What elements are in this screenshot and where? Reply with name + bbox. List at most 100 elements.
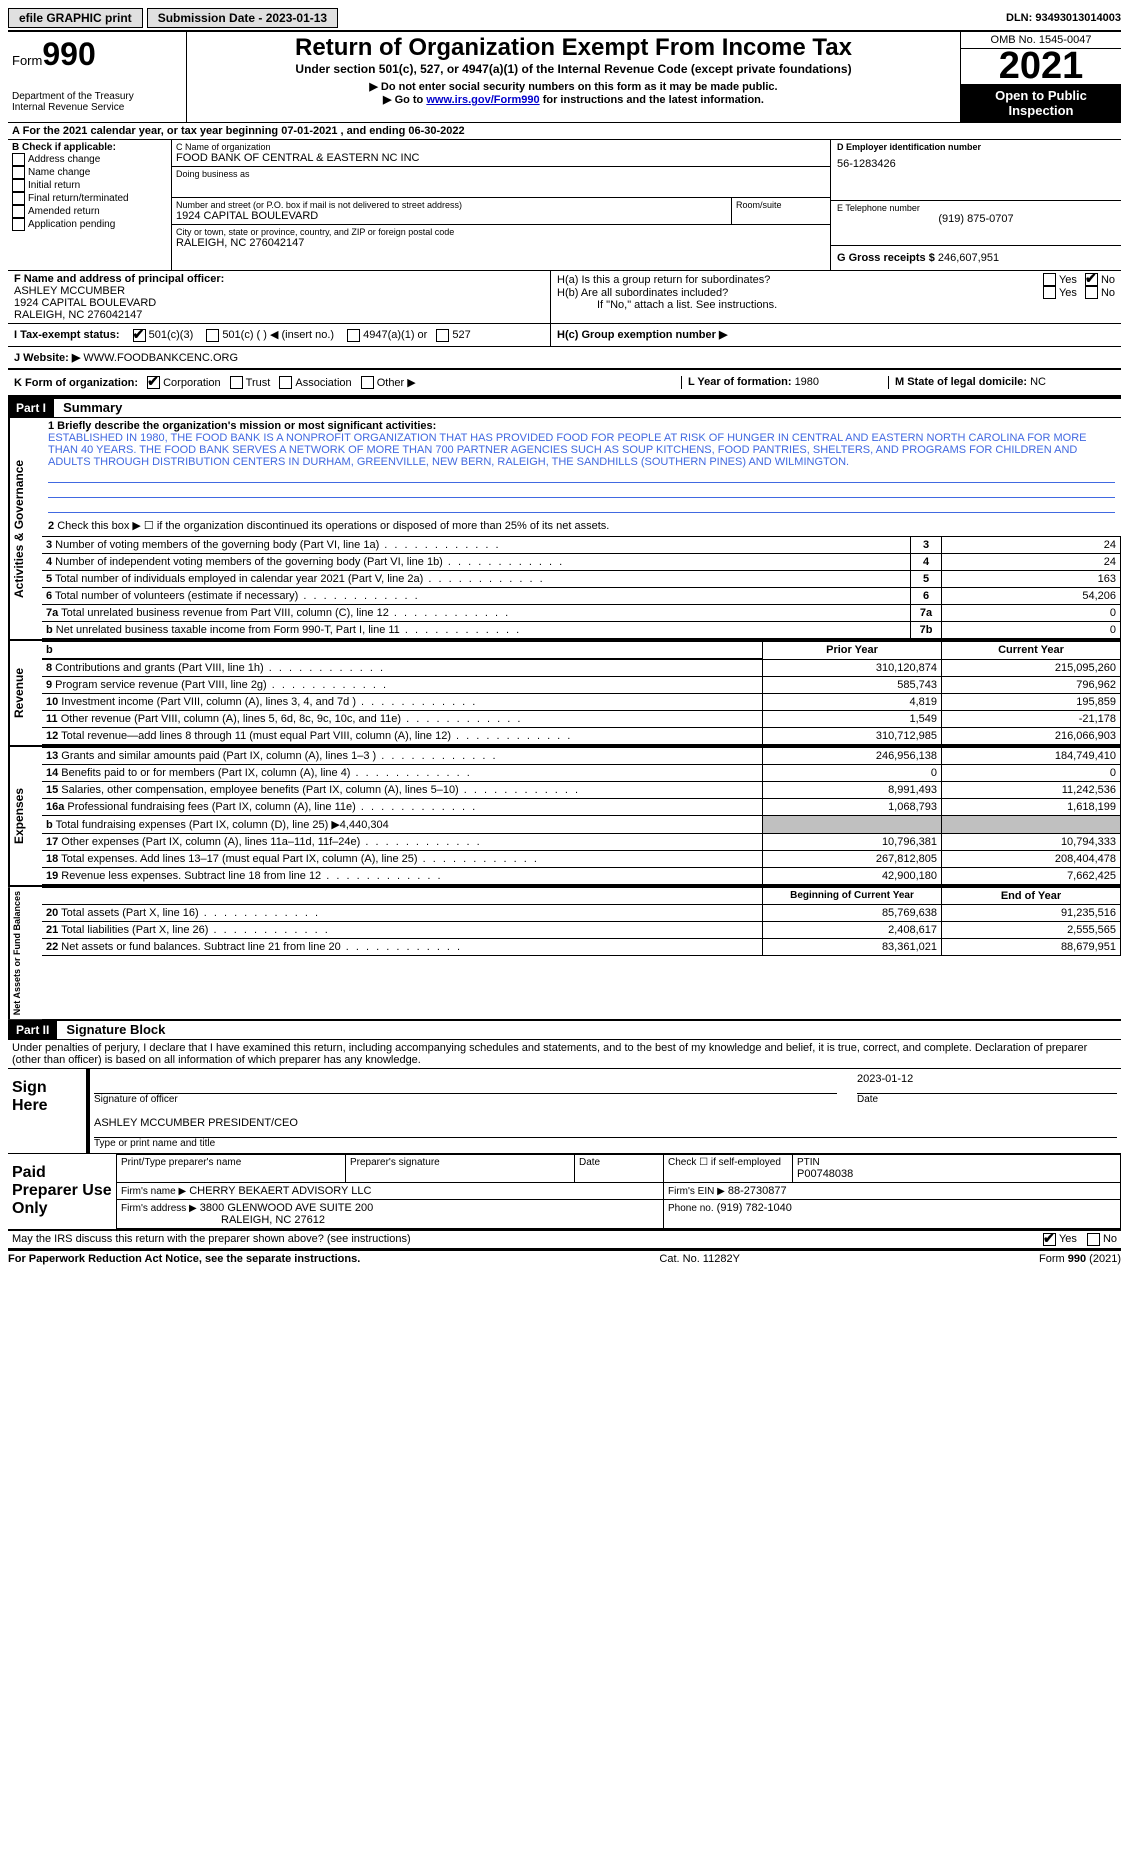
discuss-text: May the IRS discuss this return with the… <box>12 1233 1043 1246</box>
discuss-no-box[interactable] <box>1087 1233 1100 1246</box>
goto-post: for instructions and the latest informat… <box>540 94 764 106</box>
opt-corp: Corporation <box>163 377 220 389</box>
type-name-label: Type or print name and title <box>94 1138 1117 1149</box>
officer-group-block: F Name and address of principal officer:… <box>8 271 1121 324</box>
ha-no-box[interactable] <box>1085 273 1098 286</box>
hc-label: H(c) Group exemption number ▶ <box>557 329 727 341</box>
org-city: RALEIGH, NC 276042147 <box>176 237 826 249</box>
footer-left: For Paperwork Reduction Act Notice, see … <box>8 1253 360 1265</box>
sig-date-value: 2023-01-12 <box>857 1073 1117 1094</box>
addr-label: Number and street (or P.O. box if mail i… <box>176 200 727 210</box>
top-bar: efile GRAPHIC print Submission Date - 20… <box>8 8 1121 28</box>
checkbox-pending[interactable] <box>12 218 25 231</box>
discuss-row: May the IRS discuss this return with the… <box>8 1231 1121 1250</box>
revenue-table: bPrior YearCurrent Year8 Contributions a… <box>42 641 1121 745</box>
officer-signature-line[interactable] <box>94 1073 837 1094</box>
opt-trust: Trust <box>246 377 271 389</box>
opt-pending: Application pending <box>28 219 115 230</box>
officer-addr1: 1924 CAPITAL BOULEVARD <box>14 297 544 309</box>
netassets-tab: Net Assets or Fund Balances <box>8 887 42 1019</box>
state-domicile: NC <box>1030 376 1046 388</box>
opt-name-change: Name change <box>28 167 90 178</box>
irs-link[interactable]: www.irs.gov/Form990 <box>426 94 539 106</box>
efile-button[interactable]: efile GRAPHIC print <box>8 8 143 28</box>
year-formation: 1980 <box>795 376 819 388</box>
firm-phone-label: Phone no. <box>668 1203 714 1214</box>
dept-treasury: Department of the Treasury <box>12 91 182 102</box>
sig-officer-label: Signature of officer <box>94 1094 837 1105</box>
phone-value: (919) 875-0707 <box>837 213 1115 225</box>
sign-here-label: Sign Here <box>8 1069 86 1153</box>
501c3-box[interactable] <box>133 329 146 342</box>
part1-label: Part I <box>8 399 54 417</box>
sign-here-block: Sign Here Signature of officer 2023-01-1… <box>8 1069 1121 1154</box>
declaration-text: Under penalties of perjury, I declare th… <box>8 1039 1121 1069</box>
firm-city: RALEIGH, NC 27612 <box>121 1214 659 1226</box>
part1-body: Activities & Governance 1 Briefly descri… <box>8 417 1121 639</box>
opt-amended: Amended return <box>28 206 100 217</box>
part1-header-row: Part I Summary <box>8 397 1121 417</box>
501c-box[interactable] <box>206 329 219 342</box>
checkbox-final[interactable] <box>12 192 25 205</box>
checkbox-initial[interactable] <box>12 179 25 192</box>
discuss-yes-box[interactable] <box>1043 1233 1056 1246</box>
public-inspection: Open to Public Inspection <box>961 84 1121 122</box>
opt-other: Other ▶ <box>377 377 416 389</box>
prep-date-h: Date <box>579 1157 659 1168</box>
opt-527: 527 <box>452 329 470 341</box>
opt-4947: 4947(a)(1) or <box>363 329 427 341</box>
corp-box[interactable] <box>147 376 160 389</box>
discuss-yes: Yes <box>1059 1233 1077 1246</box>
trust-box[interactable] <box>230 376 243 389</box>
line-m-label: M State of legal domicile: <box>895 376 1030 388</box>
form-number: 990 <box>42 36 95 72</box>
col-b-title: B Check if applicable: <box>12 142 167 153</box>
firm-addr-label: Firm's address ▶ <box>121 1203 197 1214</box>
opt-final: Final return/terminated <box>28 193 129 204</box>
hb-no-box[interactable] <box>1085 286 1098 299</box>
ha-yes-box[interactable] <box>1043 273 1056 286</box>
firm-addr: 3800 GLENWOOD AVE SUITE 200 <box>200 1202 373 1214</box>
assoc-box[interactable] <box>279 376 292 389</box>
opt-501c3: 501(c)(3) <box>149 329 194 341</box>
ein-value: 56-1283426 <box>837 158 1115 170</box>
tax-year-range: For the 2021 calendar year, or tax year … <box>23 125 465 137</box>
blank-line-3 <box>48 498 1115 513</box>
part2-label: Part II <box>8 1021 57 1039</box>
identity-block: B Check if applicable: Address change Na… <box>8 139 1121 271</box>
line-l-label: L Year of formation: <box>688 376 795 388</box>
ptin-value: P00748038 <box>797 1168 1116 1180</box>
preparer-table: Print/Type preparer's name Preparer's si… <box>116 1154 1121 1229</box>
ha-no: No <box>1101 274 1115 286</box>
paid-preparer-label: Paid Preparer Use Only <box>8 1154 116 1229</box>
form-header: Form990 Department of the Treasury Inter… <box>8 30 1121 122</box>
checkbox-address-change[interactable] <box>12 153 25 166</box>
expenses-tab: Expenses <box>8 747 42 885</box>
firm-ein: 88-2730877 <box>728 1185 787 1197</box>
prep-name-h: Print/Type preparer's name <box>121 1157 341 1168</box>
527-box[interactable] <box>436 329 449 342</box>
hb-yes: Yes <box>1059 287 1077 299</box>
name-label: C Name of organization <box>176 142 826 152</box>
ha-yes: Yes <box>1059 274 1077 286</box>
dba-label: Doing business as <box>176 169 826 179</box>
mission-text: ESTABLISHED IN 1980, THE FOOD BANK IS A … <box>48 432 1115 468</box>
4947-box[interactable] <box>347 329 360 342</box>
other-box[interactable] <box>361 376 374 389</box>
firm-phone: (919) 782-1040 <box>717 1202 792 1214</box>
checkbox-amended[interactable] <box>12 205 25 218</box>
check-self: Check ☐ if self-employed <box>668 1157 788 1168</box>
line-i-label: I Tax-exempt status: <box>14 329 120 341</box>
opt-501c: 501(c) ( ) ◀ (insert no.) <box>222 329 334 341</box>
city-label: City or town, state or province, country… <box>176 227 826 237</box>
checkbox-name-change[interactable] <box>12 166 25 179</box>
hb-note: If "No," attach a list. See instructions… <box>557 299 1115 311</box>
paid-preparer-block: Paid Preparer Use Only Print/Type prepar… <box>8 1154 1121 1231</box>
sig-date-label: Date <box>857 1094 1117 1105</box>
firm-name: CHERRY BEKAERT ADVISORY LLC <box>189 1185 371 1197</box>
phone-label: E Telephone number <box>837 203 1115 213</box>
klm-row: K Form of organization: Corporation Trus… <box>8 370 1121 398</box>
netassets-table: Beginning of Current YearEnd of Year20 T… <box>42 887 1121 956</box>
hb-yes-box[interactable] <box>1043 286 1056 299</box>
gross-label: G Gross receipts $ <box>837 252 935 264</box>
